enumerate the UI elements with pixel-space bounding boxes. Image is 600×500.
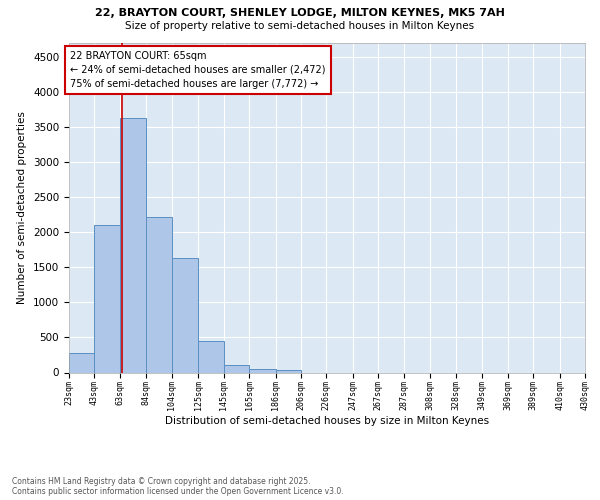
Bar <box>224 366 249 372</box>
Bar <box>120 118 146 372</box>
Bar <box>69 353 94 372</box>
Bar <box>276 370 301 372</box>
Y-axis label: Number of semi-detached properties: Number of semi-detached properties <box>17 111 28 304</box>
Bar <box>249 368 275 372</box>
Bar <box>94 225 119 372</box>
Bar <box>172 258 198 372</box>
X-axis label: Distribution of semi-detached houses by size in Milton Keynes: Distribution of semi-detached houses by … <box>165 416 489 426</box>
Text: 22 BRAYTON COURT: 65sqm
← 24% of semi-detached houses are smaller (2,472)
75% of: 22 BRAYTON COURT: 65sqm ← 24% of semi-de… <box>70 51 326 89</box>
Text: 22, BRAYTON COURT, SHENLEY LODGE, MILTON KEYNES, MK5 7AH: 22, BRAYTON COURT, SHENLEY LODGE, MILTON… <box>95 8 505 18</box>
Text: Size of property relative to semi-detached houses in Milton Keynes: Size of property relative to semi-detach… <box>125 21 475 31</box>
Bar <box>199 341 224 372</box>
Bar <box>146 216 172 372</box>
Text: Contains HM Land Registry data © Crown copyright and database right 2025.
Contai: Contains HM Land Registry data © Crown c… <box>12 476 344 496</box>
